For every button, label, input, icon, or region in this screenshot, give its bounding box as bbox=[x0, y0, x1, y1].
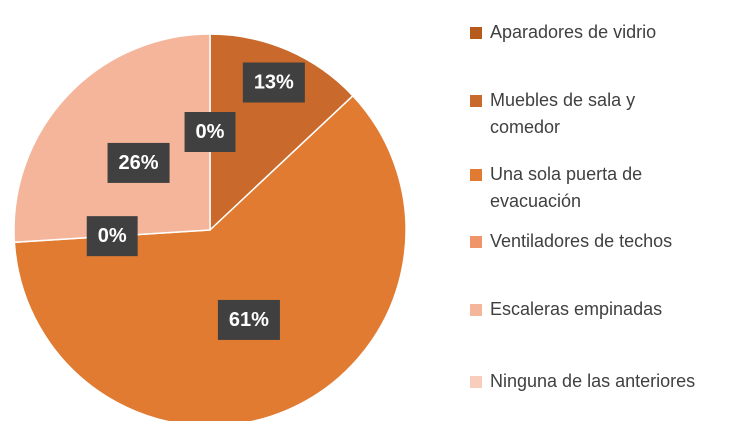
data-label: 61% bbox=[217, 299, 280, 340]
data-label-text: 61% bbox=[229, 309, 269, 331]
data-label-box bbox=[217, 299, 280, 340]
legend-swatch bbox=[470, 304, 482, 316]
legend-label: Ventiladores de techos bbox=[490, 231, 673, 251]
data-label-box bbox=[107, 142, 170, 183]
data-label: 0% bbox=[184, 112, 236, 152]
data-label-text: 13% bbox=[254, 71, 294, 93]
legend-swatch bbox=[470, 236, 482, 248]
data-label-text: 26% bbox=[119, 152, 159, 174]
pie-slice bbox=[13, 33, 211, 244]
legend: Aparadores de vidrio Muebles de sala y co… bbox=[462, 0, 739, 421]
data-label-box bbox=[86, 216, 138, 257]
legend-label: Muebles de sala y comedor bbox=[490, 90, 636, 137]
data-label-box bbox=[184, 112, 236, 152]
data-label: 0% bbox=[86, 216, 138, 257]
legend-label: Escaleras empinadas bbox=[490, 299, 663, 319]
chart: 0% 13% 61% 0% 26% bbox=[13, 33, 407, 421]
legend-swatch bbox=[470, 27, 482, 39]
data-label-text: 0% bbox=[98, 225, 127, 247]
data-label: 13% bbox=[242, 62, 305, 103]
data-label-box bbox=[242, 62, 305, 103]
legend-swatch bbox=[470, 169, 482, 181]
legend-swatch bbox=[470, 95, 482, 107]
legend-label: Ninguna de las anteriores bbox=[490, 371, 696, 391]
data-label-text: 0% bbox=[196, 121, 225, 143]
data-label: 26% bbox=[107, 142, 170, 183]
legend-swatch bbox=[470, 376, 482, 388]
pie-slice bbox=[13, 94, 407, 421]
legend-label: Una sola puerta de evacuación bbox=[490, 164, 643, 211]
legend-label: Aparadores de vidrio bbox=[490, 22, 657, 42]
